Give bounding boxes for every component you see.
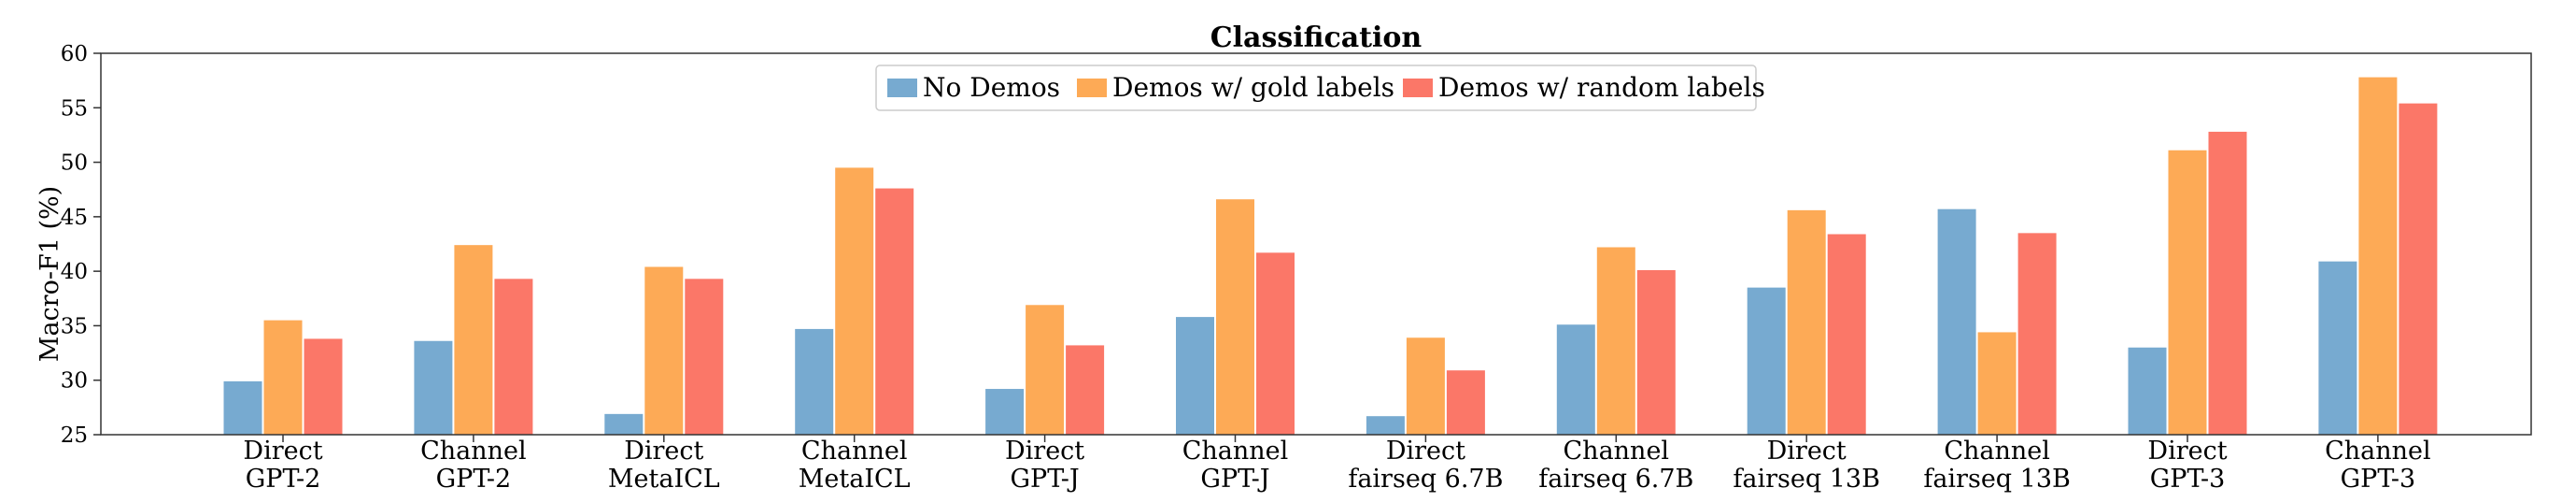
- y-tick-label: 55: [61, 96, 88, 121]
- bar: [414, 340, 453, 435]
- bar: [644, 266, 684, 435]
- bar: [2128, 347, 2167, 435]
- x-tick-label: Channel: [2325, 437, 2431, 466]
- x-tick-label: Direct: [2147, 437, 2227, 466]
- x-tick-label: Channel: [801, 437, 908, 466]
- bar: [1556, 324, 1595, 435]
- y-tick-label: 40: [61, 260, 88, 284]
- x-tick-label: fairseq 13B: [1733, 465, 1880, 494]
- bar: [1406, 337, 1445, 435]
- x-tick-label: fairseq 13B: [1923, 465, 2071, 494]
- bar: [494, 279, 533, 435]
- x-tick-label: fairseq 6.7B: [1348, 465, 1503, 494]
- x-tick-label: Direct: [1386, 437, 1465, 466]
- bar: [454, 245, 493, 435]
- legend-label: No Demos: [923, 72, 1060, 103]
- chart-title: Classification: [1210, 22, 1422, 54]
- x-tick-label: GPT-J: [1010, 465, 1079, 494]
- bar: [604, 413, 644, 435]
- bar: [223, 380, 262, 435]
- x-tick-label: Channel: [1182, 437, 1289, 466]
- plot-area: 2530354045505560DirectGPT-2ChannelGPT-2D…: [61, 42, 2438, 494]
- legend-label: Demos w/ random labels: [1438, 72, 1765, 103]
- bar: [2399, 103, 2438, 435]
- legend-box: [875, 65, 1757, 111]
- bar: [2358, 77, 2398, 435]
- bar: [1256, 252, 1295, 435]
- bar: [685, 279, 724, 435]
- bar: [1176, 317, 1214, 435]
- x-tick-label: fairseq 6.7B: [1538, 465, 1693, 494]
- legend-swatch: [1403, 79, 1433, 97]
- bar: [1636, 269, 1676, 435]
- x-tick-label: Direct: [1767, 437, 1847, 466]
- bar: [1787, 209, 1826, 435]
- bar: [1366, 416, 1405, 435]
- x-tick-label: GPT-2: [246, 465, 321, 494]
- bar: [1216, 199, 1254, 435]
- bar: [1827, 234, 1866, 435]
- bar: [985, 389, 1025, 435]
- x-tick-label: GPT-3: [2341, 465, 2416, 494]
- bar: [1747, 287, 1786, 435]
- bar: [1937, 208, 1976, 435]
- x-tick-label: GPT-2: [436, 465, 512, 494]
- x-tick-label: Direct: [624, 437, 703, 466]
- y-tick-label: 50: [61, 151, 88, 176]
- y-tick-label: 45: [61, 206, 88, 230]
- x-tick-label: Channel: [1564, 437, 1670, 466]
- bar: [1977, 332, 2017, 435]
- plot-frame: [100, 52, 2532, 436]
- bar: [2017, 233, 2057, 435]
- bar: [304, 338, 343, 435]
- y-axis-label: Macro-F1 (%): [35, 186, 64, 362]
- bar: [263, 320, 303, 435]
- x-tick-label: Channel: [1944, 437, 2050, 466]
- x-tick-label: Channel: [420, 437, 527, 466]
- bar: [835, 167, 874, 435]
- y-tick-label: 25: [61, 423, 88, 448]
- bar: [2168, 150, 2207, 435]
- bar: [1026, 305, 1065, 435]
- x-tick-label: MetaICL: [608, 465, 720, 494]
- x-tick-label: Direct: [1005, 437, 1084, 466]
- bar: [795, 328, 834, 435]
- bar: [1446, 370, 1485, 435]
- legend: No Demos Demos w/ gold labels Demos w/ ran…: [875, 65, 1765, 111]
- bar: [875, 188, 914, 435]
- y-tick-label: 60: [61, 42, 88, 66]
- x-tick-label: Direct: [243, 437, 322, 466]
- y-tick-label: 35: [61, 314, 88, 338]
- x-tick-label: GPT-3: [2150, 465, 2226, 494]
- y-tick-label: 30: [61, 369, 88, 394]
- x-tick-label: GPT-J: [1200, 465, 1269, 494]
- legend-swatch: [887, 79, 917, 97]
- x-tick-label: MetaICL: [799, 465, 911, 494]
- bar: [2208, 131, 2247, 435]
- bar: [1596, 247, 1635, 435]
- bar: [2318, 261, 2357, 435]
- bar: [1066, 345, 1105, 435]
- legend-label: Demos w/ gold labels: [1112, 72, 1394, 103]
- legend-swatch: [1077, 79, 1107, 97]
